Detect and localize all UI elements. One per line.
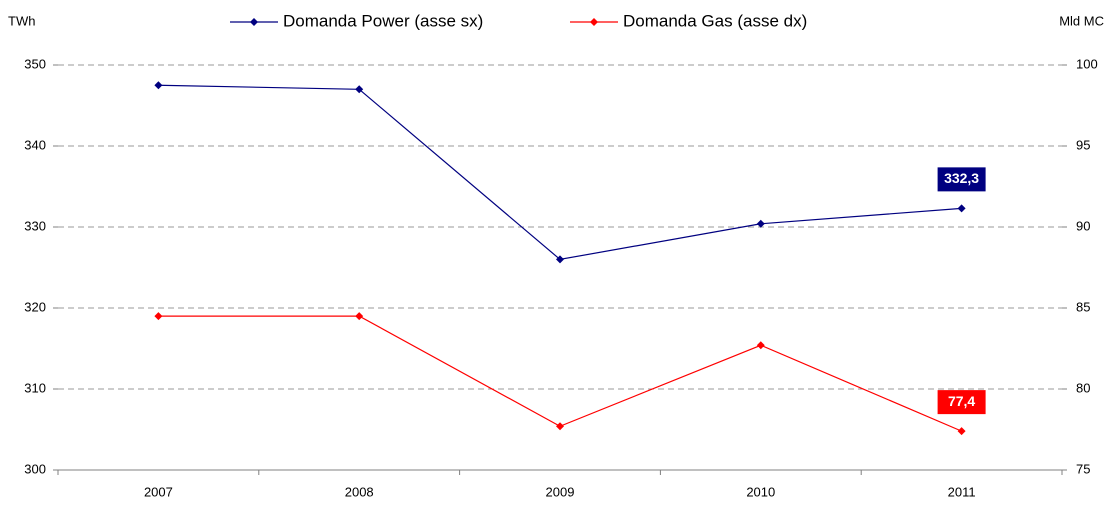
y2-tick-label: 90 xyxy=(1076,218,1090,233)
x-tick-label: 2007 xyxy=(144,484,173,499)
legend-label: Domanda Gas (asse dx) xyxy=(623,11,807,30)
y-tick-label: 310 xyxy=(24,380,46,395)
y2-tick-label: 85 xyxy=(1076,299,1090,314)
y2-tick-label: 75 xyxy=(1076,461,1090,476)
marker xyxy=(756,219,765,228)
y-tick-label: 300 xyxy=(24,461,46,476)
series-line xyxy=(158,315,962,432)
data-label-box xyxy=(937,167,986,192)
legend-marker xyxy=(250,18,258,26)
data-label: 332,3 xyxy=(944,170,979,186)
y-tick-label: 330 xyxy=(24,218,46,233)
data-label: 77,4 xyxy=(948,393,975,409)
legend-marker xyxy=(590,18,598,26)
data-label-box xyxy=(937,390,986,415)
marker xyxy=(556,422,564,431)
y-tick-label: 350 xyxy=(24,56,46,71)
marker xyxy=(355,312,364,321)
y-tick-label: 320 xyxy=(24,299,46,314)
marker xyxy=(556,255,564,264)
y2-tick-label: 100 xyxy=(1076,56,1098,71)
x-tick-label: 2011 xyxy=(948,484,976,499)
marker xyxy=(756,341,765,350)
y-tick-label: 340 xyxy=(24,137,46,152)
marker xyxy=(355,85,364,94)
series-line xyxy=(158,84,962,261)
y-axis-label: TWh xyxy=(8,13,35,28)
marker xyxy=(154,312,163,321)
marker xyxy=(957,427,966,436)
x-tick-label: 2010 xyxy=(746,484,775,499)
legend-label: Domanda Power (asse sx) xyxy=(283,11,483,30)
marker xyxy=(957,204,966,213)
x-tick-label: 2009 xyxy=(546,484,575,499)
y2-tick-label: 95 xyxy=(1076,137,1090,152)
x-tick-label: 2008 xyxy=(345,484,374,499)
y2-axis-label: Mld MC xyxy=(1059,13,1104,28)
marker xyxy=(154,81,163,90)
y2-tick-label: 80 xyxy=(1076,380,1090,395)
